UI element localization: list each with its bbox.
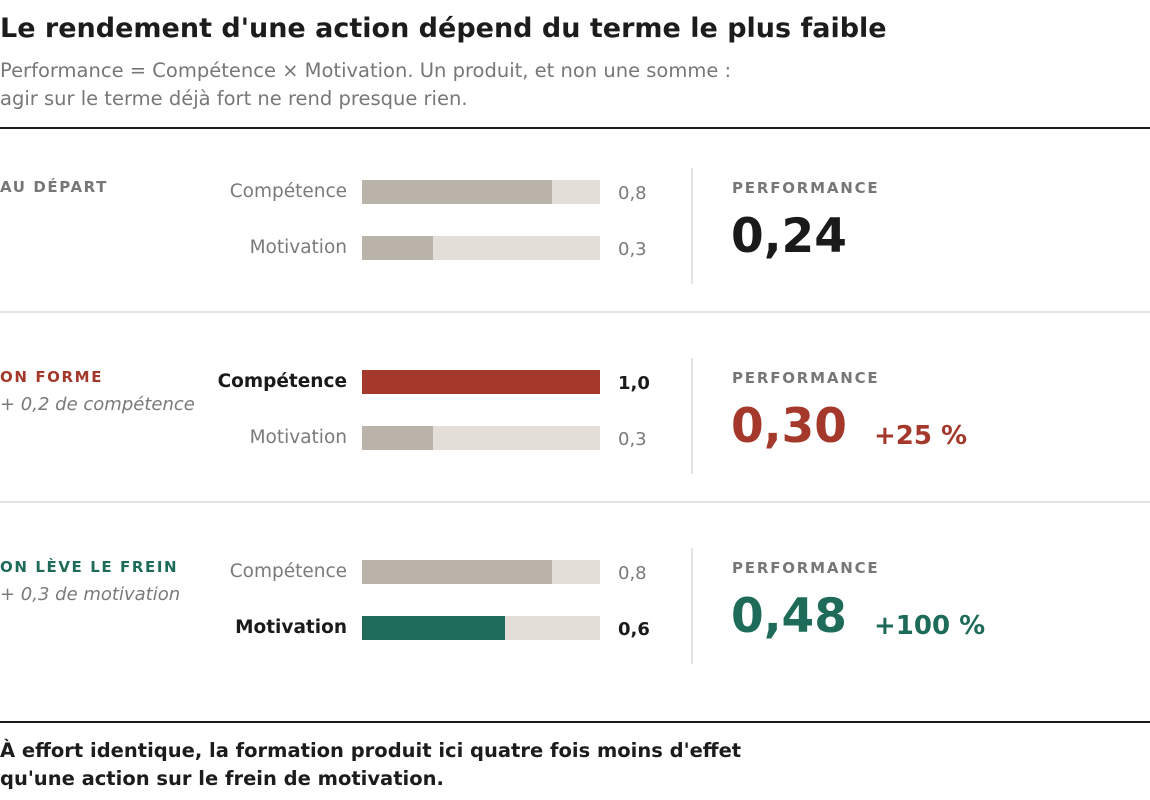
bar-value: 0,8 (618, 183, 647, 204)
bar-fill (362, 236, 433, 260)
vertical-divider (691, 548, 693, 664)
performance-delta: +25 % (874, 421, 968, 451)
performance-value: 0,48 (731, 589, 847, 644)
bar-track (362, 616, 600, 640)
bar-track (362, 426, 600, 450)
bar-fill (362, 180, 552, 204)
performance-label: PERFORMANCE (732, 179, 880, 197)
bar-value: 0,3 (618, 239, 647, 260)
bar-label: Compétence (217, 371, 347, 392)
scenario-block: AU DÉPART Compétence 0,8 Motivation 0,3 PERFO… (0, 168, 1150, 298)
bottom-rule (0, 721, 1150, 723)
bar-row-competence: Compétence 1,0 (0, 370, 680, 394)
scenario-block: ON FORME + 0,2 de compétence Compétence 1,0… (0, 358, 1150, 488)
bar-value: 1,0 (618, 373, 650, 394)
subtitle-line-1: Performance = Compétence × Motivation. U… (0, 59, 732, 82)
performance-label: PERFORMANCE (732, 559, 880, 577)
footer-line-1: À effort identique, la formation produit… (0, 739, 742, 762)
bar-label: Compétence (229, 561, 347, 582)
bar-track (362, 560, 600, 584)
subtitle-line-2: agir sur le terme déjà fort ne rend pres… (0, 87, 468, 110)
bar-value: 0,3 (618, 429, 647, 450)
bar-track (362, 180, 600, 204)
bar-row-competence: Compétence 0,8 (0, 560, 680, 584)
bar-row-motivation: Motivation 0,3 (0, 426, 680, 450)
vertical-divider (691, 168, 693, 284)
separator-rule (0, 501, 1150, 503)
performance-delta: +100 % (874, 611, 986, 641)
bar-label: Compétence (229, 181, 347, 202)
footer-line-2: qu'une action sur le frein de motivation… (0, 767, 444, 790)
bar-row-motivation: Motivation 0,6 (0, 616, 680, 640)
bar-row-motivation: Motivation 0,3 (0, 236, 680, 260)
page-title: Le rendement d'une action dépend du term… (0, 13, 887, 44)
vertical-divider (691, 358, 693, 474)
scenario-label: ON LÈVE LE FREIN (0, 558, 179, 576)
bar-track (362, 236, 600, 260)
performance-value: 0,30 (731, 399, 847, 454)
bar-row-competence: Compétence 0,8 (0, 180, 680, 204)
footer-conclusion: À effort identique, la formation produit… (0, 737, 950, 793)
scenario-block: ON LÈVE LE FREIN + 0,3 de motivation Compé… (0, 548, 1150, 678)
bar-fill (362, 370, 600, 394)
page-subtitle: Performance = Compétence × Motivation. U… (0, 57, 900, 113)
bar-fill (362, 616, 505, 640)
separator-rule (0, 311, 1150, 313)
bar-value: 0,6 (618, 619, 650, 640)
performance-label: PERFORMANCE (732, 369, 880, 387)
bar-fill (362, 560, 552, 584)
scenario-note: + 0,2 de compétence (0, 394, 195, 415)
bar-track (362, 370, 600, 394)
bar-fill (362, 426, 433, 450)
bar-value: 0,8 (618, 563, 647, 584)
bar-label: Motivation (249, 237, 347, 258)
bar-label: Motivation (249, 427, 347, 448)
scenario-label: AU DÉPART (0, 178, 108, 196)
top-rule (0, 127, 1150, 129)
performance-value: 0,24 (731, 209, 847, 264)
scenario-note: + 0,3 de motivation (0, 584, 181, 605)
bar-label: Motivation (235, 617, 347, 638)
scenario-label: ON FORME (0, 368, 104, 386)
